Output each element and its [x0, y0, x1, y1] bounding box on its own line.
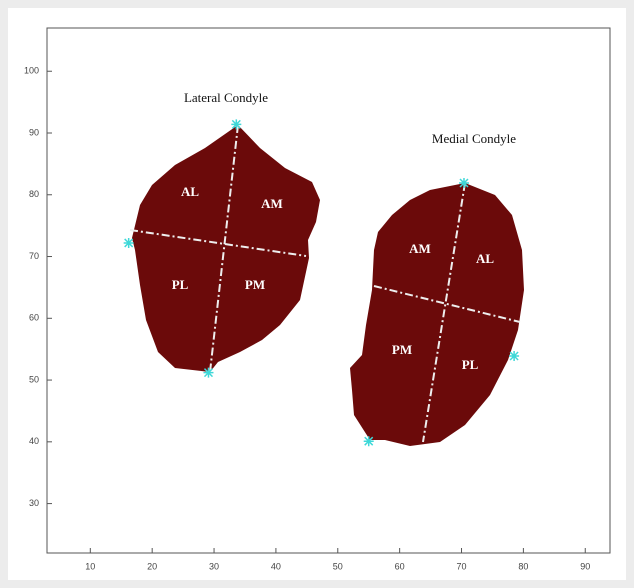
- x-tick-label: 30: [209, 561, 219, 571]
- point: [203, 368, 213, 378]
- x-tick-label: 40: [271, 561, 281, 571]
- point: [124, 238, 134, 248]
- region-label: PM: [392, 342, 412, 357]
- y-tick-label: 40: [29, 436, 39, 446]
- x-tick-label: 70: [457, 561, 467, 571]
- x-tick-label: 20: [147, 561, 157, 571]
- region-label: AL: [476, 251, 494, 266]
- region-label: AM: [261, 196, 283, 211]
- y-tick-label: 70: [29, 251, 39, 261]
- point: [509, 351, 519, 361]
- x-tick-label: 10: [85, 561, 95, 571]
- annotation-title: Lateral Condyle: [184, 90, 268, 105]
- y-tick-label: 80: [29, 189, 39, 199]
- y-tick-label: 60: [29, 313, 39, 323]
- figure: 10 20 30 40 50 60 70 80 90 30 40 50 60 70 80 90 100 Later…: [0, 0, 634, 588]
- x-tick-label: 90: [580, 561, 590, 571]
- point: [231, 119, 241, 129]
- y-tick-label: 100: [24, 66, 39, 76]
- region-label: AL: [181, 184, 199, 199]
- figure-panel: [8, 8, 626, 580]
- region-label: PM: [245, 277, 265, 292]
- region-label: PL: [462, 357, 479, 372]
- region-label: AM: [409, 241, 431, 256]
- point: [364, 436, 374, 446]
- annotation-title: Medial Condyle: [432, 131, 516, 146]
- y-tick-label: 90: [29, 127, 39, 137]
- point: [459, 178, 469, 188]
- y-tick-label: 30: [29, 498, 39, 508]
- x-tick-label: 50: [333, 561, 343, 571]
- x-tick-label: 60: [395, 561, 405, 571]
- y-tick-label: 50: [29, 374, 39, 384]
- region-label: PL: [172, 277, 189, 292]
- x-tick-label: 80: [518, 561, 528, 571]
